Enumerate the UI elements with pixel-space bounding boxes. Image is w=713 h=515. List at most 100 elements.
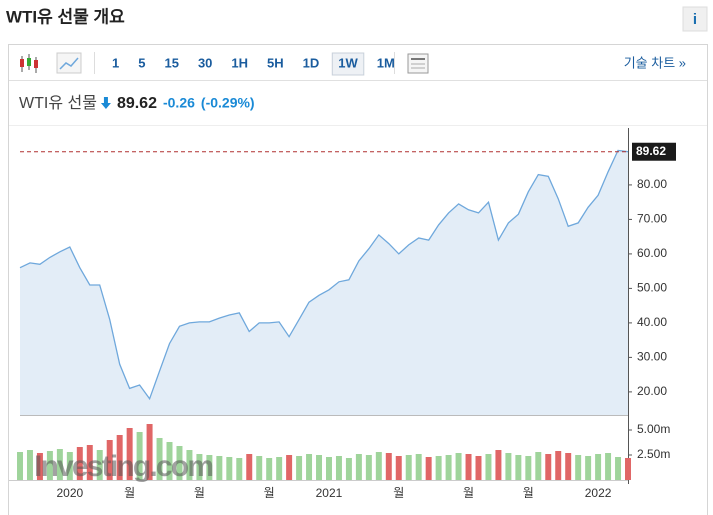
line-icon[interactable] bbox=[56, 52, 82, 74]
selected-interval bbox=[331, 52, 365, 76]
volume-bar bbox=[435, 456, 442, 480]
interval-button[interactable]: 1 bbox=[112, 55, 119, 70]
info-button[interactable] bbox=[682, 6, 708, 32]
x-tick-label: 2020 bbox=[56, 486, 83, 500]
volume-bar bbox=[306, 454, 313, 480]
volume-bar bbox=[425, 457, 432, 480]
volume-bar bbox=[585, 456, 592, 480]
plot: 20.00 30.00 40.00 50.00 60.00 70.00 80.00 89.62… bbox=[9, 128, 676, 500]
volume-bar bbox=[256, 456, 263, 480]
volume-bar bbox=[475, 456, 482, 480]
volume-bar bbox=[296, 456, 303, 480]
y-tick-label: 70.00 bbox=[637, 212, 667, 226]
volume-bar bbox=[46, 451, 53, 480]
volume-bar bbox=[405, 455, 412, 480]
volume-bar bbox=[575, 455, 582, 480]
watermark: Investing.com bbox=[34, 450, 214, 483]
volume-bar bbox=[515, 455, 522, 480]
x-tick-label: 월 bbox=[194, 486, 205, 500]
page-title: WTI유 선물 개요 bbox=[6, 7, 125, 26]
volume-bar bbox=[266, 458, 273, 480]
interval-button[interactable]: 1W bbox=[338, 55, 358, 70]
volume-bar bbox=[595, 454, 602, 480]
info-icon: i bbox=[693, 11, 697, 28]
volume-bar bbox=[615, 457, 622, 480]
x-tick-label: 월 bbox=[393, 486, 404, 500]
volume-bar bbox=[375, 452, 382, 480]
interval-button[interactable]: 15 bbox=[164, 55, 178, 70]
volume-bar bbox=[236, 458, 243, 480]
interval-button[interactable]: 1D bbox=[303, 55, 320, 70]
volume-bar bbox=[555, 451, 562, 480]
volume-bar bbox=[76, 447, 83, 480]
volume-bar bbox=[625, 458, 631, 480]
volume-bar bbox=[216, 456, 223, 480]
volume-bar bbox=[176, 446, 183, 480]
volume-bar bbox=[126, 428, 133, 480]
widget-frame bbox=[8, 44, 708, 515]
volume-bar bbox=[276, 457, 283, 480]
quote-name: WTI유 선물 bbox=[19, 94, 97, 112]
volume-bar bbox=[445, 455, 452, 480]
x-tick-label: 월 bbox=[264, 486, 275, 500]
volume-bar bbox=[345, 458, 352, 480]
x-tick-label: 2021 bbox=[316, 486, 343, 500]
volume-bar bbox=[196, 454, 203, 480]
volume-bar bbox=[545, 454, 552, 480]
last-price-box bbox=[632, 142, 676, 161]
y-tick-label: 50.00 bbox=[637, 281, 667, 295]
volume-bar bbox=[505, 453, 512, 480]
y-tick-label: 80.00 bbox=[637, 177, 667, 191]
quote-change: -0.26 bbox=[163, 95, 195, 111]
last-price-label: 89.62 bbox=[636, 144, 666, 158]
volume-bar bbox=[246, 454, 253, 480]
interval-buttons: 1 5 15 30 1H 5H 1D 1W 1M bbox=[112, 52, 395, 76]
volume-bar bbox=[116, 435, 123, 480]
quote-price: 89.62 bbox=[117, 95, 157, 112]
volume-bar bbox=[525, 456, 532, 480]
interval-button[interactable]: 5H bbox=[267, 55, 284, 70]
volume-tick-label: 5.00m bbox=[637, 422, 670, 436]
price-area bbox=[20, 150, 628, 415]
y-tick-label: 60.00 bbox=[637, 246, 667, 260]
x-tick-label: 월 bbox=[523, 486, 534, 500]
volume-bar bbox=[36, 453, 43, 480]
volume-bar bbox=[605, 453, 612, 480]
table-icon[interactable] bbox=[407, 53, 429, 74]
volume-bar bbox=[385, 453, 392, 480]
interval-button[interactable]: 30 bbox=[198, 55, 212, 70]
x-tick-label: 월 bbox=[463, 486, 474, 500]
y-tick-label: 20.00 bbox=[637, 384, 667, 398]
volume-bar bbox=[166, 442, 173, 480]
volume-bar bbox=[335, 456, 342, 480]
volume-bar bbox=[26, 450, 33, 480]
volume-bar bbox=[17, 452, 23, 480]
volume-bar bbox=[106, 440, 113, 480]
interval-button[interactable]: 1H bbox=[231, 55, 248, 70]
price-line bbox=[19, 149, 629, 401]
interval-button[interactable]: 1M bbox=[377, 55, 395, 70]
volume-bar bbox=[355, 454, 362, 480]
volume-tick-label: 2.50m bbox=[637, 447, 670, 461]
volume-bar bbox=[186, 450, 193, 480]
candle-icon[interactable] bbox=[20, 54, 38, 73]
volume-bar bbox=[565, 453, 572, 480]
volume-bar bbox=[465, 454, 472, 480]
volume-bar bbox=[395, 456, 402, 480]
technical-chart-link[interactable]: 기술 차트 » bbox=[624, 55, 686, 70]
volume-bar bbox=[206, 455, 213, 480]
volume-bar bbox=[56, 449, 63, 480]
volume-bar bbox=[485, 454, 492, 480]
down-arrow bbox=[100, 97, 111, 109]
volume-bar bbox=[535, 452, 542, 480]
interval-button[interactable]: 5 bbox=[138, 55, 145, 70]
volume-bar bbox=[316, 455, 323, 480]
x-tick-label: 2022 bbox=[585, 486, 612, 500]
volume-bar bbox=[156, 438, 163, 480]
y-tick-label: 30.00 bbox=[637, 350, 667, 364]
quote-change-pct: (-0.29%) bbox=[201, 95, 255, 111]
volume-bar bbox=[136, 432, 143, 480]
volume-bar bbox=[96, 450, 103, 480]
